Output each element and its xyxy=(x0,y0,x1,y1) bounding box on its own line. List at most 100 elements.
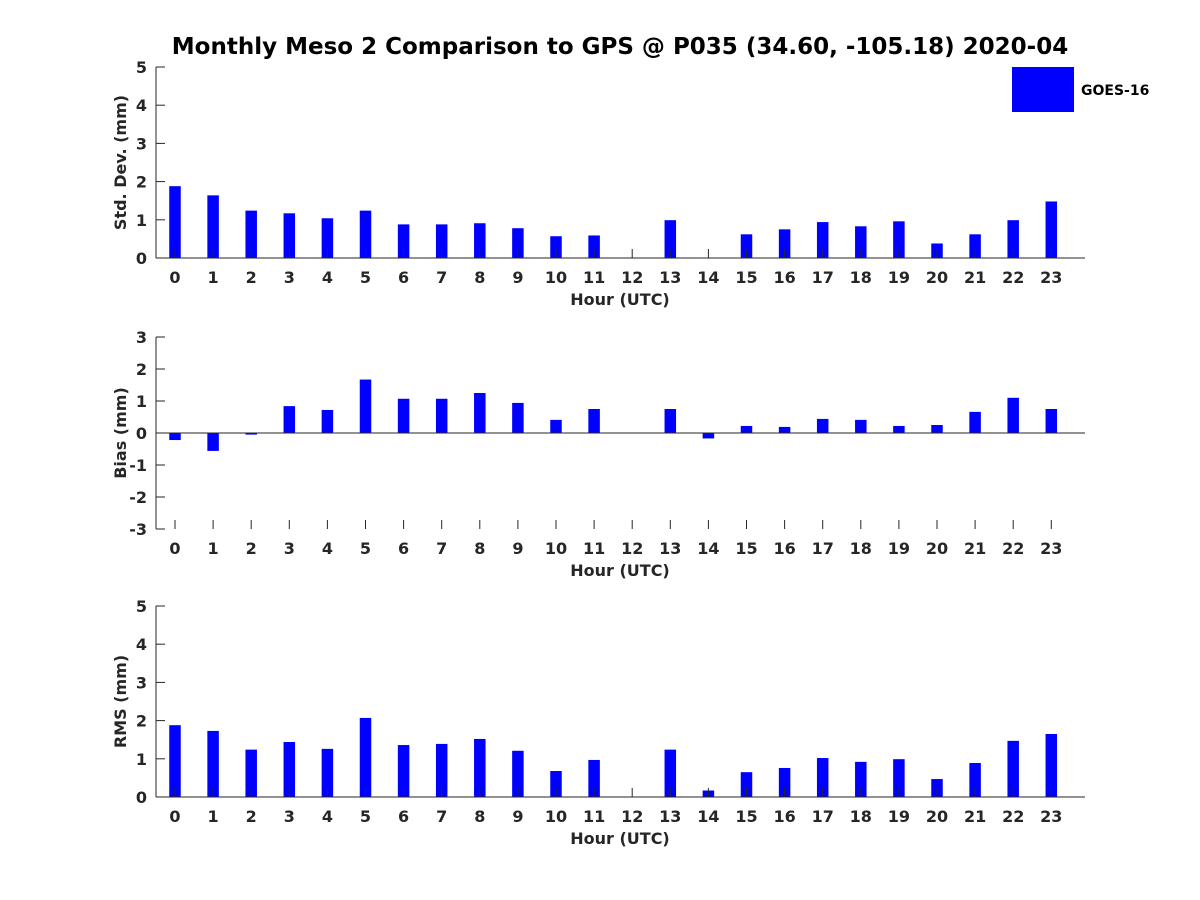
rms-bar-19 xyxy=(893,759,905,797)
std-dev-xtick-label: 3 xyxy=(284,268,295,287)
std-dev-xtick-label: 9 xyxy=(512,268,523,287)
std-dev-x-axis-label: Hour (UTC) xyxy=(570,290,670,309)
legend: GOES-16 xyxy=(1012,67,1149,112)
std-dev-xtick-label: 15 xyxy=(735,268,757,287)
std-dev-xtick-label: 14 xyxy=(697,268,719,287)
std-dev-bar-22 xyxy=(1007,220,1019,258)
rms-bar-9 xyxy=(512,750,524,797)
bias-ytick-label: -2 xyxy=(129,488,147,507)
std-dev-xtick-label: 16 xyxy=(773,268,795,287)
std-dev-bar-8 xyxy=(474,223,486,258)
bias-xtick-label: 10 xyxy=(545,539,567,558)
rms-bar-6 xyxy=(397,745,410,797)
std-dev-bar-15 xyxy=(740,234,753,258)
bias-xtick-label: 22 xyxy=(1002,539,1024,558)
rms-bar-17 xyxy=(816,758,829,797)
std-dev-ytick-label: 3 xyxy=(136,134,147,153)
bias-bar-7 xyxy=(435,398,448,433)
rms-bar-1 xyxy=(207,730,219,797)
std-dev-bar-11 xyxy=(588,235,600,258)
bias-xtick-label: 13 xyxy=(659,539,681,558)
rms-xtick-label: 7 xyxy=(436,807,447,826)
std-dev-bar-2 xyxy=(245,210,257,258)
bias-bar-17 xyxy=(816,418,829,433)
legend-label: GOES-16 xyxy=(1081,83,1149,99)
std-dev-xtick-label: 10 xyxy=(545,268,567,287)
bias-xtick-label: 7 xyxy=(436,539,447,558)
std-dev-xtick-label: 7 xyxy=(436,268,447,287)
std-dev-bar-3 xyxy=(283,213,296,258)
std-dev-xtick-label: 12 xyxy=(621,268,643,287)
bias-x-axis-label: Hour (UTC) xyxy=(570,561,670,580)
std-dev-xtick-label: 5 xyxy=(360,268,371,287)
bias-xtick-label: 16 xyxy=(773,539,795,558)
std-dev-bar-17 xyxy=(816,222,829,258)
rms-xtick-label: 0 xyxy=(169,807,180,826)
std-dev-xtick-label: 0 xyxy=(169,268,180,287)
rms-xtick-label: 4 xyxy=(322,807,333,826)
rms-y-axis-label: RMS (mm) xyxy=(111,655,130,748)
rms-bar-21 xyxy=(969,763,981,797)
bias-xtick-label: 20 xyxy=(926,539,948,558)
bias-bar-23 xyxy=(1045,409,1058,433)
bias-ytick-label: 3 xyxy=(136,328,147,347)
rms-xtick-label: 23 xyxy=(1040,807,1062,826)
std-dev-bar-0 xyxy=(169,186,181,258)
bias-xtick-label: 21 xyxy=(964,539,986,558)
bias-y-axis-label: Bias (mm) xyxy=(111,387,130,479)
rms-xtick-label: 17 xyxy=(812,807,834,826)
rms-bar-2 xyxy=(245,749,257,797)
std-dev-xtick-label: 23 xyxy=(1040,268,1062,287)
rms-bar-16 xyxy=(778,767,791,797)
std-dev-xtick-label: 11 xyxy=(583,268,605,287)
bias-bar-14 xyxy=(702,433,715,439)
bias-bar-22 xyxy=(1007,397,1019,433)
std-dev-bar-16 xyxy=(778,229,791,258)
bias-xtick-label: 4 xyxy=(322,539,333,558)
bias-bar-6 xyxy=(397,398,410,433)
bias-xtick-label: 14 xyxy=(697,539,719,558)
rms-xtick-label: 20 xyxy=(926,807,948,826)
std-dev-xtick-label: 6 xyxy=(398,268,409,287)
std-dev-xtick-label: 1 xyxy=(208,268,219,287)
std-dev-bar-1 xyxy=(207,195,219,258)
bias-bar-20 xyxy=(931,425,943,433)
rms-xtick-label: 8 xyxy=(474,807,485,826)
chart-title: Monthly Meso 2 Comparison to GPS @ P035 … xyxy=(172,34,1068,60)
bias-bar-2 xyxy=(245,433,257,435)
rms-bar-18 xyxy=(855,761,867,797)
rms-bar-15 xyxy=(740,772,753,797)
bias-bar-16 xyxy=(778,426,791,433)
std-dev-y-axis-label: Std. Dev. (mm) xyxy=(111,95,130,230)
bias-bar-4 xyxy=(321,409,334,433)
bias-xtick-label: 3 xyxy=(284,539,295,558)
rms-xtick-label: 19 xyxy=(888,807,910,826)
std-dev-xtick-label: 21 xyxy=(964,268,986,287)
std-dev-bar-13 xyxy=(664,220,677,258)
rms-bar-11 xyxy=(588,759,600,797)
rms-ytick-label: 3 xyxy=(136,673,147,692)
bias-xtick-label: 19 xyxy=(888,539,910,558)
std-dev-ytick-label: 1 xyxy=(136,211,147,230)
bias-xtick-label: 18 xyxy=(850,539,872,558)
bias-ytick-label: -3 xyxy=(129,520,147,539)
rms-xtick-label: 14 xyxy=(697,807,719,826)
std-dev-ytick-label: 4 xyxy=(136,96,147,115)
bias-xtick-label: 12 xyxy=(621,539,643,558)
rms-xtick-label: 12 xyxy=(621,807,643,826)
std-dev-ytick-label: 2 xyxy=(136,173,147,192)
rms-xtick-label: 3 xyxy=(284,807,295,826)
rms-bar-23 xyxy=(1045,733,1058,797)
bias-bar-3 xyxy=(283,406,296,433)
rms-bar-22 xyxy=(1007,740,1019,797)
std-dev-bar-9 xyxy=(512,228,524,258)
std-dev-xtick-label: 17 xyxy=(812,268,834,287)
bias-bar-9 xyxy=(512,402,524,433)
bias-xtick-label: 17 xyxy=(812,539,834,558)
bias-bar-19 xyxy=(893,425,905,433)
bias-bar-5 xyxy=(359,379,372,433)
rms-bar-7 xyxy=(435,743,448,797)
rms-xtick-label: 13 xyxy=(659,807,681,826)
std-dev-bar-4 xyxy=(321,218,334,258)
